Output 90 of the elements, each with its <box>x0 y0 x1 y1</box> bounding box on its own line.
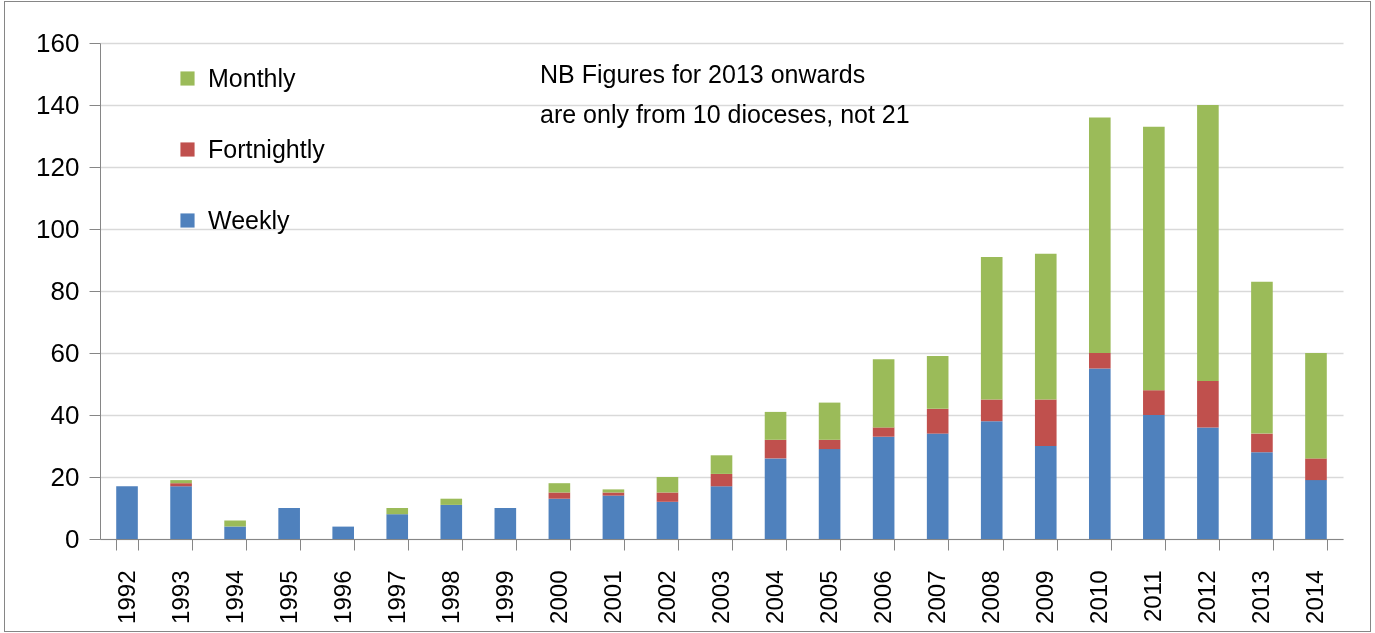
bar <box>656 477 679 493</box>
x-tick-label: 2005 <box>815 570 843 624</box>
x-tick-label: 2008 <box>977 570 1005 624</box>
bar <box>170 486 192 539</box>
bar <box>1089 353 1111 369</box>
bar <box>926 356 949 409</box>
bar <box>1305 480 1327 539</box>
bar <box>872 359 895 428</box>
bar <box>1251 281 1273 434</box>
bar <box>1089 117 1111 353</box>
bar <box>710 473 733 487</box>
bar <box>926 433 949 539</box>
bar <box>1034 399 1057 446</box>
x-tick-label: 2011 <box>1139 570 1167 623</box>
bar <box>1143 126 1165 391</box>
bar <box>440 498 463 505</box>
y-tick-label: 100 <box>36 213 80 244</box>
x-tick-label: 2014 <box>1301 570 1329 624</box>
x-tick-label: 2001 <box>598 570 626 624</box>
bar <box>1251 433 1273 453</box>
bar <box>1251 452 1273 539</box>
x-tick-label: 2007 <box>923 570 951 624</box>
x-tick-label: 2003 <box>707 570 734 624</box>
y-tick-label: 60 <box>50 337 80 368</box>
bar <box>440 504 463 539</box>
legend-label: Fortnightly <box>208 134 326 163</box>
bar <box>764 439 787 459</box>
y-tick-label: 140 <box>36 89 80 120</box>
y-tick-label: 20 <box>50 461 80 492</box>
x-tick-label: 1994 <box>220 570 248 624</box>
bar <box>1089 368 1111 539</box>
bar <box>872 436 895 539</box>
x-tick-label: 1992 <box>112 570 140 624</box>
bar <box>872 427 895 437</box>
bar <box>656 492 679 502</box>
bar <box>1305 353 1327 459</box>
y-tick-label: 40 <box>50 399 80 430</box>
x-tick-label: 2010 <box>1085 570 1113 624</box>
x-tick-label: 1995 <box>274 570 302 624</box>
bar <box>710 455 733 474</box>
bar <box>764 411 787 440</box>
bar <box>332 526 354 539</box>
bar <box>1197 105 1219 381</box>
bar <box>1143 415 1165 539</box>
bar <box>278 508 300 539</box>
y-tick-label: 80 <box>50 275 80 306</box>
bar <box>980 256 1003 400</box>
x-tick-label: 2012 <box>1193 570 1221 624</box>
bar <box>656 501 679 539</box>
legend-label: Monthly <box>208 63 297 92</box>
bar <box>980 421 1003 539</box>
bar <box>818 439 841 450</box>
bar <box>116 486 138 539</box>
bar <box>1197 380 1219 428</box>
bar <box>818 449 841 539</box>
x-tick-label: 1998 <box>436 570 464 624</box>
bar <box>602 495 625 539</box>
bar <box>1034 253 1057 400</box>
x-tick-label: 2006 <box>869 570 897 624</box>
legend-label: Weekly <box>208 205 291 234</box>
bar <box>1143 390 1165 415</box>
x-tick-label: 1997 <box>382 570 410 624</box>
bar <box>224 520 246 527</box>
x-tick-label: 1999 <box>490 570 518 624</box>
y-tick-label: 0 <box>65 523 80 554</box>
x-tick-label: 1993 <box>166 570 194 624</box>
bar <box>548 498 571 539</box>
bar <box>980 399 1003 422</box>
bar <box>1197 427 1219 539</box>
bar <box>764 458 787 539</box>
y-tick-label: 120 <box>36 151 80 182</box>
bar <box>710 486 733 539</box>
bar <box>386 514 409 539</box>
bar <box>494 508 517 539</box>
bar <box>926 408 949 434</box>
x-tick-label: 2013 <box>1247 570 1275 624</box>
x-tick-label: 2004 <box>761 570 789 624</box>
bar <box>1034 446 1057 539</box>
bar <box>548 492 571 499</box>
bar <box>548 483 571 493</box>
bar <box>224 526 246 539</box>
bar <box>818 402 841 440</box>
bar <box>386 508 409 515</box>
x-tick-label: 1996 <box>328 570 356 624</box>
annotation: NB Figures for 2013 onwards are only from 10 dioceses, not 21 <box>540 60 910 128</box>
y-tick-label: 160 <box>36 27 80 58</box>
bar <box>1305 458 1327 481</box>
x-tick-label: 2002 <box>652 570 680 624</box>
x-tick-label: 2009 <box>1031 570 1059 624</box>
x-tick-label: 2000 <box>544 570 572 624</box>
